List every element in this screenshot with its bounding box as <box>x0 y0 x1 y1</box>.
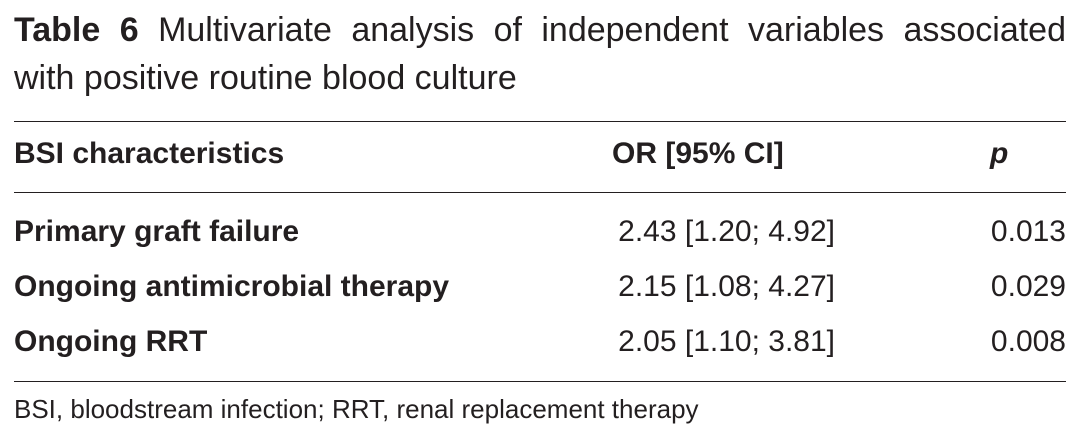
header-rule <box>14 192 1066 193</box>
row-value: 2.15 [1.08; 4.27] <box>618 270 835 303</box>
footnote: BSI, bloodstream infection; RRT, renal r… <box>14 394 699 424</box>
row-value: 0.008 <box>990 325 1066 358</box>
row-value: 0.013 <box>990 215 1066 248</box>
row-value: 0.029 <box>990 270 1066 303</box>
row-label: Ongoing antimicrobial therapy <box>14 270 450 303</box>
header-cell: BSI characteristics <box>14 137 285 170</box>
header-cell: p <box>990 137 1009 170</box>
table-title: Table 6 Multivariate analysis of indepen… <box>14 6 1066 102</box>
row-value: 2.43 [1.20; 4.92] <box>618 215 835 248</box>
table-caption: Multivariate analysis of independent var… <box>14 11 1067 97</box>
row-value: 2.05 [1.10; 3.81] <box>618 325 835 358</box>
row-label: Primary graft failure <box>14 215 300 248</box>
header-cell: OR [95% CI] <box>612 137 784 170</box>
table-label: Table 6 <box>14 11 139 49</box>
bottom-rule <box>14 381 1066 382</box>
row-label: Ongoing RRT <box>14 325 208 358</box>
top-rule <box>14 121 1066 122</box>
